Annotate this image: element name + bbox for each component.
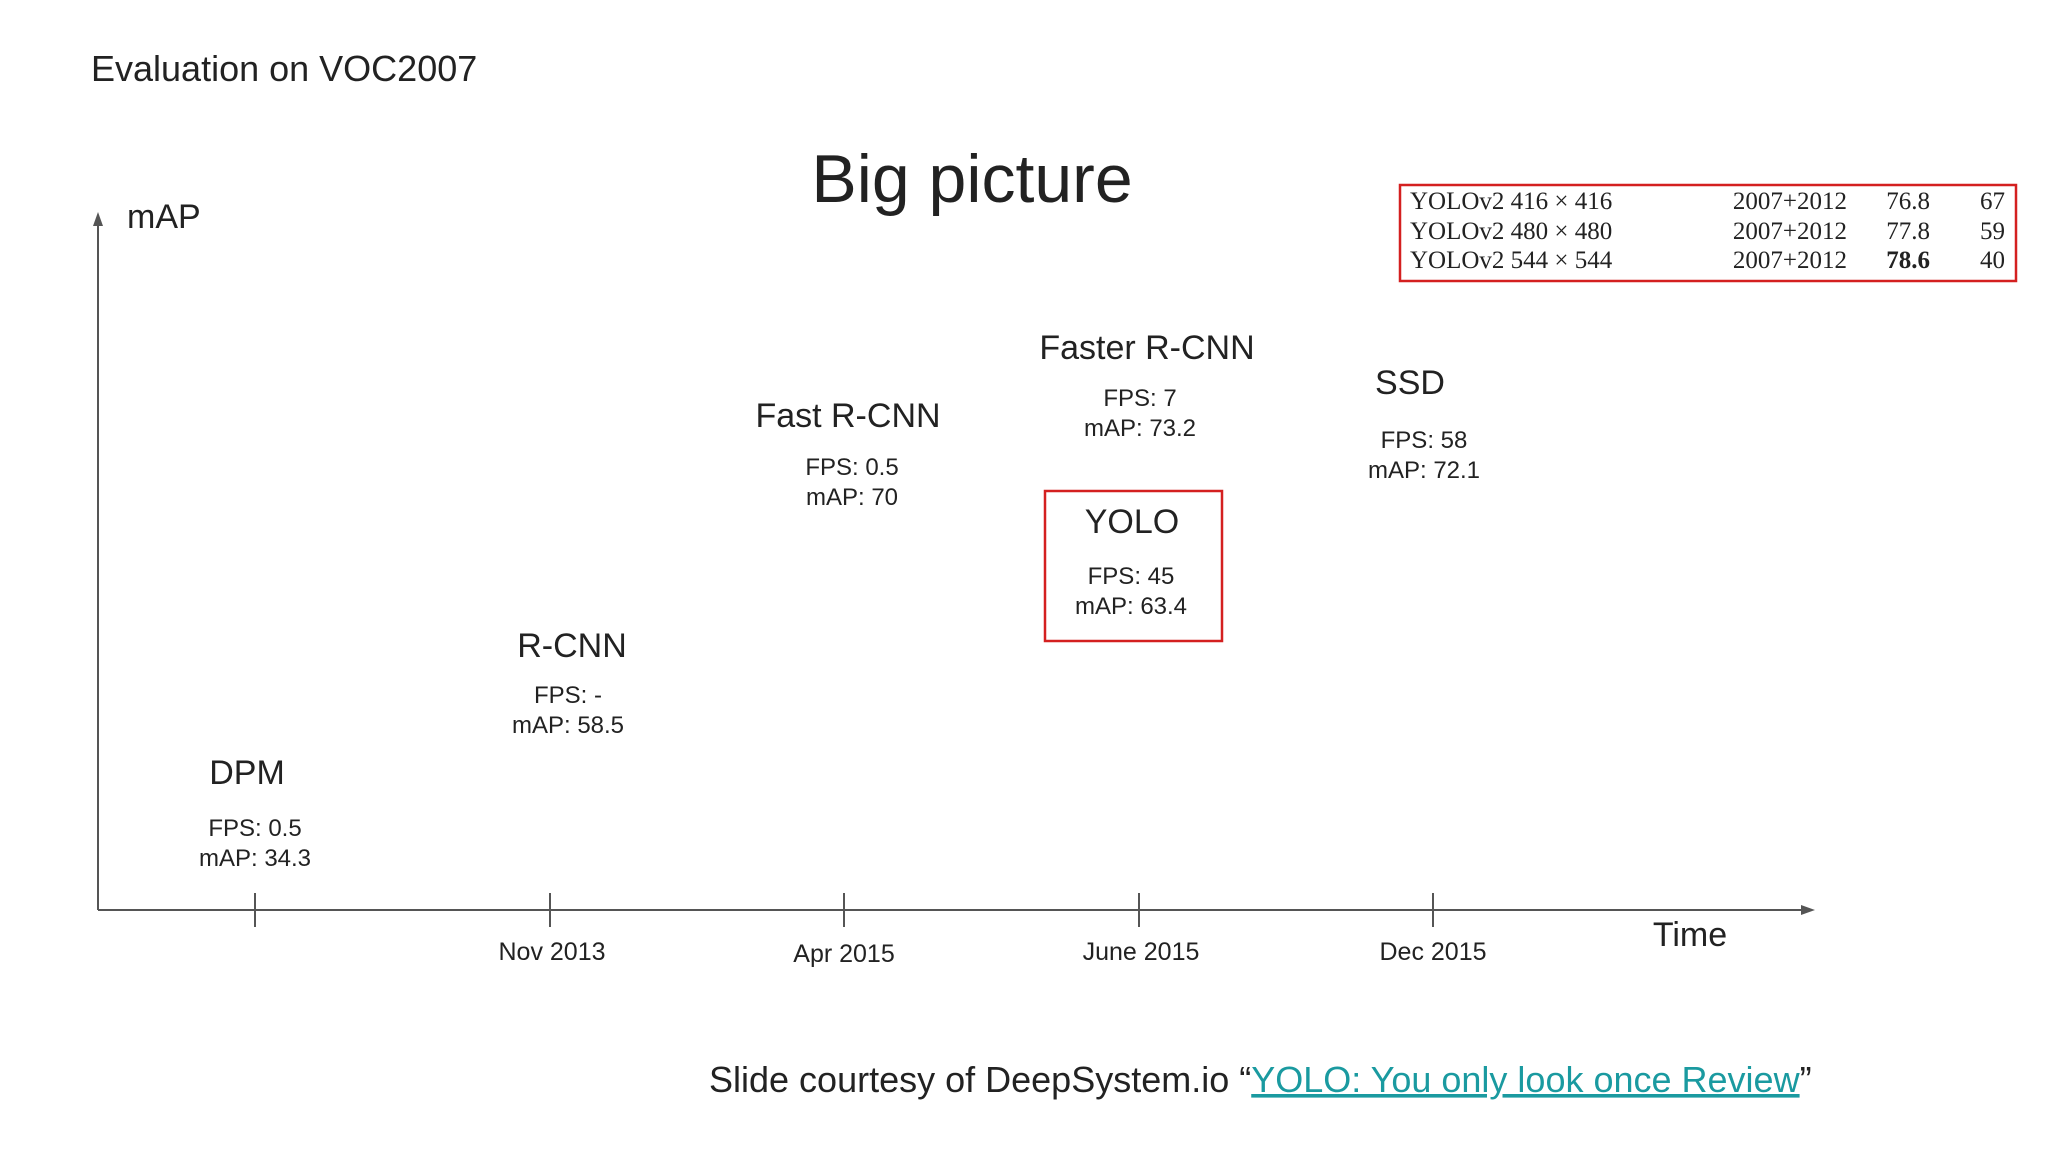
x-tick-label: June 2015 bbox=[1083, 938, 1200, 966]
slide-title: Big picture bbox=[811, 141, 1132, 217]
method-fps: FPS: 0.5 bbox=[208, 815, 301, 842]
table-cell: 2007+2012 bbox=[1733, 218, 1847, 245]
method-name: YOLO bbox=[1085, 503, 1179, 541]
table-cell: YOLOv2 416 × 416 bbox=[1410, 188, 1612, 215]
y-arrow bbox=[93, 212, 103, 226]
method-name: R-CNN bbox=[517, 627, 627, 665]
table-cell: 78.6 bbox=[1886, 247, 1930, 274]
method-name: Fast R-CNN bbox=[755, 397, 940, 435]
method-map: mAP: 58.5 bbox=[512, 712, 624, 739]
table-cell: 76.8 bbox=[1886, 188, 1930, 215]
method-map: mAP: 72.1 bbox=[1368, 457, 1480, 484]
axes bbox=[97, 218, 1808, 927]
method-fps: FPS: 7 bbox=[1103, 385, 1176, 412]
method-map: mAP: 73.2 bbox=[1084, 415, 1196, 442]
footer-text: Slide courtesy of DeepSystem.io “ bbox=[709, 1059, 1251, 1100]
method-name: Faster R-CNN bbox=[1039, 329, 1254, 367]
method-fps: FPS: 58 bbox=[1381, 427, 1468, 454]
table-cell: YOLOv2 544 × 544 bbox=[1410, 247, 1613, 274]
table-cell: 67 bbox=[1980, 188, 2005, 215]
footer-link[interactable]: YOLO: You only look once Review bbox=[1251, 1059, 1800, 1100]
x-arrow bbox=[1801, 905, 1815, 915]
x-tick-label: Apr 2015 bbox=[793, 940, 894, 968]
method-map: mAP: 34.3 bbox=[199, 845, 311, 872]
table-cell: 77.8 bbox=[1886, 218, 1930, 245]
method-name: SSD bbox=[1375, 364, 1445, 402]
table-cell: YOLOv2 480 × 480 bbox=[1410, 218, 1612, 245]
table: YOLOv2 416 × 416 2007+2012 76.8 67 YOLOv2 48… bbox=[1410, 188, 2005, 274]
method-fps: FPS: 45 bbox=[1088, 563, 1175, 590]
x-tick-label: Dec 2015 bbox=[1379, 938, 1486, 966]
table-cell: 40 bbox=[1980, 247, 2005, 274]
method-map: mAP: 70 bbox=[806, 484, 898, 511]
header-title: Evaluation on VOC2007 bbox=[91, 48, 477, 89]
y-label: mAP bbox=[127, 198, 201, 236]
table-cell: 59 bbox=[1980, 218, 2005, 245]
method-name: DPM bbox=[209, 754, 285, 792]
x-label: Time bbox=[1653, 916, 1727, 954]
table-cell: 2007+2012 bbox=[1733, 188, 1847, 215]
method-fps: FPS: 0.5 bbox=[805, 454, 898, 481]
table-cell: 2007+2012 bbox=[1733, 247, 1847, 274]
method-map: mAP: 63.4 bbox=[1075, 593, 1187, 620]
method-fps: FPS: - bbox=[534, 682, 602, 709]
x-tick-label: Nov 2013 bbox=[498, 938, 605, 966]
footer: Slide courtesy of DeepSystem.io “YOLO: Y… bbox=[709, 1059, 1812, 1100]
table-box bbox=[1398, 183, 2018, 283]
highlight-box bbox=[1043, 489, 1224, 643]
footer-close: ” bbox=[1800, 1059, 1812, 1100]
